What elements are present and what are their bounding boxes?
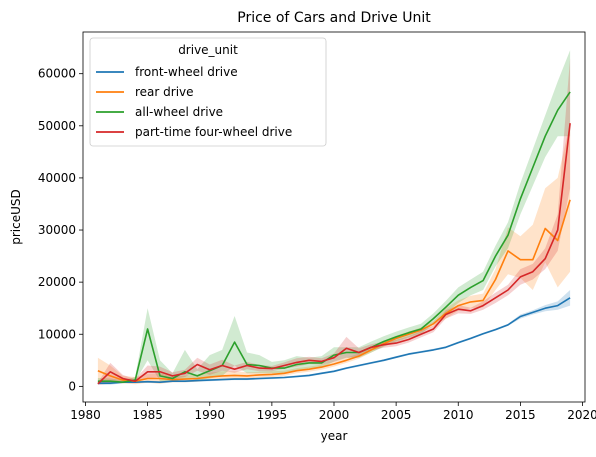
x-tick-label: 2020	[567, 408, 596, 422]
line-all-wheel-drive	[97, 91, 571, 384]
chart-title: Price of Cars and Drive Unit	[237, 10, 431, 26]
legend-label-front-wheel-drive: front-wheel drive	[135, 65, 238, 79]
x-tick-label: 2000	[319, 408, 350, 422]
legend-box	[89, 37, 327, 147]
x-tick-label: 1995	[257, 408, 288, 422]
y-tick-label: 30000	[38, 223, 76, 237]
legend-label-part-time-four-wheel-drive: part-time four-wheel drive	[135, 125, 292, 139]
band-front-wheel-drive	[97, 290, 571, 385]
x-tick-label: 1980	[70, 408, 101, 422]
y-tick-label: 40000	[38, 171, 76, 185]
x-axis-label: year	[321, 429, 348, 443]
legend-label-all-wheel-drive: all-wheel drive	[135, 105, 223, 119]
line-part-time-four-wheel-drive	[97, 123, 571, 385]
x-tick-label: 1990	[194, 408, 225, 422]
y-tick-label: 10000	[38, 327, 76, 341]
series-lines	[97, 91, 571, 385]
y-tick-label: 20000	[38, 275, 76, 289]
line-rear-drive	[97, 199, 571, 383]
x-axis: 1980 1985 1990 1995 2000 2005 2010 2015 2020	[70, 402, 596, 422]
line-front-wheel-drive	[97, 297, 571, 385]
x-tick-label: 1985	[132, 408, 163, 422]
y-tick-label: 0	[68, 379, 76, 393]
y-tick-label: 50000	[38, 119, 76, 133]
y-axis: 0 10000 20000 30000 40000 50000 60000	[38, 67, 83, 393]
x-tick-label: 2015	[505, 408, 536, 422]
legend-items: front-wheel drive rear drive all-wheel dri…	[96, 65, 292, 139]
legend: drive_unit front-wheel drive rear drive al…	[89, 37, 327, 147]
legend-title: drive_unit	[178, 43, 238, 57]
legend-label-rear-drive: rear drive	[135, 85, 194, 99]
y-axis-label: priceUSD	[9, 189, 23, 245]
y-tick-label: 60000	[38, 67, 76, 81]
x-tick-label: 2005	[381, 408, 412, 422]
x-tick-label: 2010	[443, 408, 474, 422]
